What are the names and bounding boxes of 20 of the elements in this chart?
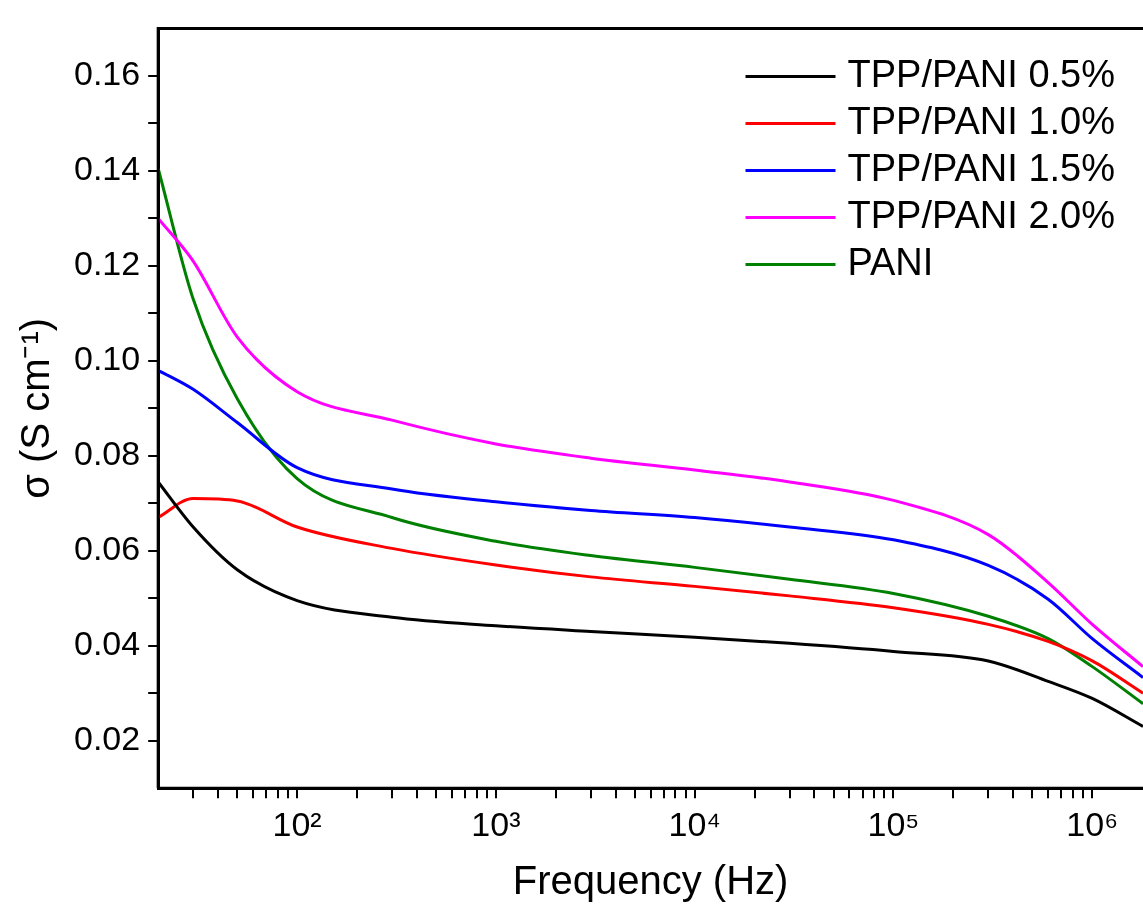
x-axis-title: Frequency (Hz)	[512, 858, 789, 903]
y-tick-label: 0.14	[73, 149, 141, 188]
y-tick-label: 0.16	[73, 54, 141, 93]
y-tick-label: 0.08	[73, 434, 141, 473]
legend-label: TPP/PANI 1.5%	[847, 146, 1116, 189]
y-tick-label: 0.06	[73, 529, 141, 568]
x-tick-label: 10³	[471, 804, 521, 843]
x-tick-label: 10⁵	[867, 804, 920, 843]
y-axis-title: σ (S cm⁻¹)	[13, 317, 58, 499]
legend-label: TPP/PANI 2.0%	[847, 193, 1116, 236]
x-tick-label: 10⁶	[1066, 804, 1119, 843]
legend-label: PANI	[847, 240, 934, 283]
y-tick-label: 0.12	[73, 244, 141, 283]
x-tick-label: 10⁴	[668, 804, 721, 843]
legend-label: TPP/PANI 1.0%	[847, 99, 1116, 142]
y-tick-label: 0.02	[73, 719, 141, 758]
x-tick-label: 10²	[272, 804, 322, 843]
y-tick-label: 0.04	[73, 624, 141, 663]
legend-label: TPP/PANI 0.5%	[847, 52, 1116, 95]
y-tick-label: 0.10	[73, 339, 141, 378]
